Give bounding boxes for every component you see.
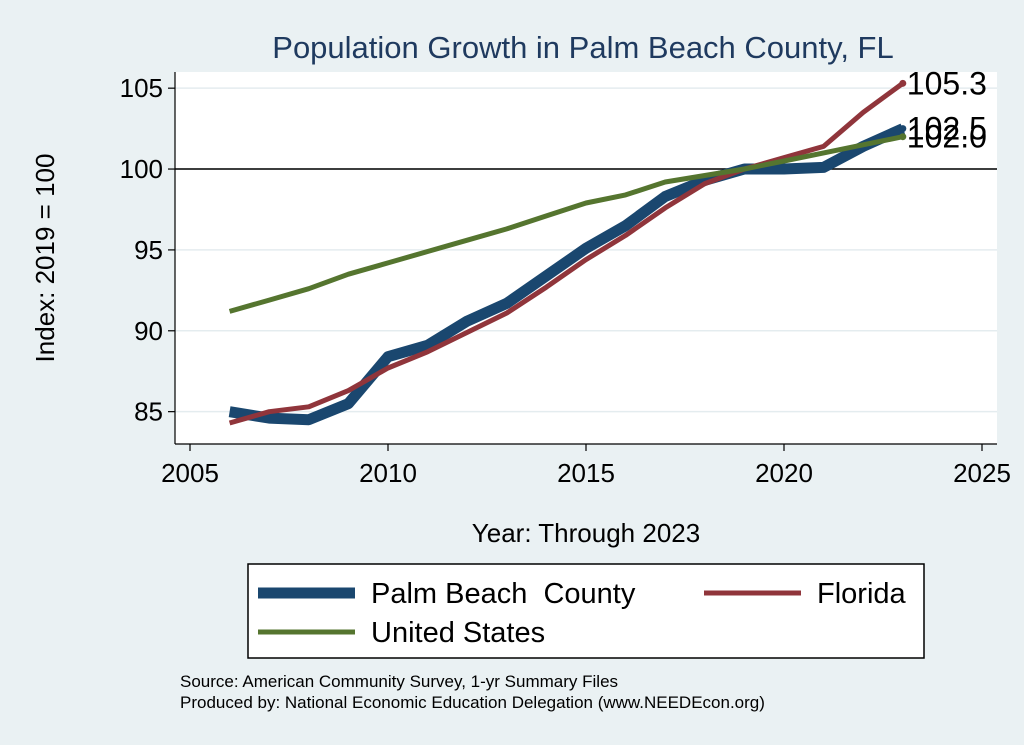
source-note: Source: American Community Survey, 1-yr … (180, 672, 618, 691)
x-tick-label: 2010 (359, 458, 417, 488)
produced-note: Produced by: National Economic Education… (180, 693, 765, 712)
x-tick-label: 2005 (161, 458, 219, 488)
x-ticks: 2005 2010 2015 2020 2025 (161, 444, 1011, 488)
x-tick-label: 2020 (755, 458, 813, 488)
y-tick-label: 90 (134, 316, 163, 346)
legend-label: United States (371, 617, 545, 649)
end-label: 102.0 (907, 119, 987, 155)
legend-items: Palm Beach County Florida United States (258, 578, 907, 649)
y-axis-label: Index: 2019 = 100 (30, 154, 60, 363)
end-marker (899, 125, 907, 133)
y-ticks: 85 90 95 100 105 (120, 73, 175, 427)
y-tick-label: 95 (134, 235, 163, 265)
end-label: 102.5 (907, 111, 987, 147)
series-line-united-states (228, 134, 904, 314)
end-label: 105.3 (907, 65, 987, 101)
series-lines (228, 81, 906, 426)
legend: Palm Beach County Florida United States (247, 563, 925, 659)
x-axis-label: Year: Through 2023 (472, 518, 700, 548)
y-tick-label: 105 (120, 73, 163, 103)
y-tick-label: 85 (134, 397, 163, 427)
legend-box (247, 563, 925, 659)
chart-title: Population Growth in Palm Beach County, … (272, 30, 893, 65)
end-marker (899, 79, 907, 87)
end-labels: 102.5 105.3 102.0 (899, 65, 987, 155)
series-line-palm-beach-county (228, 123, 906, 426)
x-tick-label: 2015 (557, 458, 615, 488)
legend-label: Florida (817, 578, 907, 610)
legend-label: Palm Beach County (371, 578, 636, 610)
x-tick-label: 2025 (953, 458, 1011, 488)
y-tick-label: 100 (120, 154, 163, 184)
series-line-florida (228, 81, 905, 426)
end-marker (899, 133, 907, 141)
